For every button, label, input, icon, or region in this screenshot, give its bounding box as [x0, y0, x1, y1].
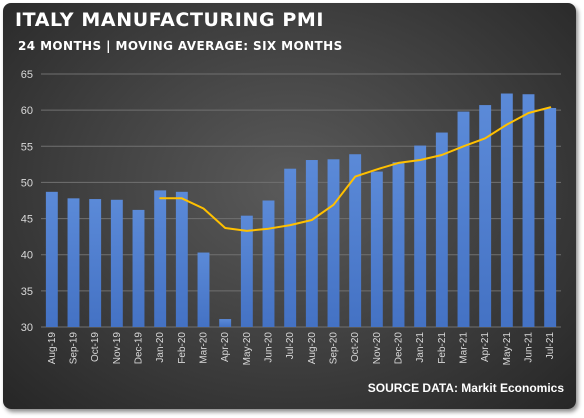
- x-tick-label: May-21: [502, 332, 513, 366]
- y-tick-label: 65: [21, 69, 33, 81]
- chart-title: ITALY MANUFACTURING PMI: [15, 9, 325, 31]
- bar-Apr-21: [479, 105, 492, 327]
- x-tick-label: Jan-20: [155, 332, 166, 363]
- bar-Mar-21: [457, 111, 470, 328]
- bar-Jul-20: [284, 168, 297, 327]
- source-note: SOURCE DATA: Markit Economics: [367, 381, 564, 395]
- x-tick-label: Mar-21: [459, 332, 470, 364]
- bar-Nov-19: [110, 199, 123, 327]
- pmi-chart: 30 35 40 45 50 55 60 65 Aug-19 Sep-19 Oct-19 Nov-1…: [21, 69, 561, 366]
- chart-subtitle: 24 MONTHS | MOVING AVERAGE: SIX MONTHS: [18, 39, 343, 53]
- gridlines: [41, 73, 561, 328]
- moving-average-path: [159, 106, 552, 232]
- bar-Apr-20: [219, 319, 232, 327]
- bar-Aug-19: [45, 191, 58, 327]
- x-tick-label: Jun-20: [264, 332, 275, 363]
- bar-Jun-21: [522, 94, 535, 328]
- x-tick-label: Nov-19: [112, 332, 123, 365]
- x-tick-label: Feb-20: [177, 332, 188, 364]
- y-tick-label: 35: [21, 286, 33, 298]
- x-tick-label: Apr-20: [220, 332, 231, 362]
- bar-Sep-19: [67, 198, 80, 327]
- bar-Jun-20: [262, 200, 275, 327]
- x-tick-label: Oct-20: [350, 332, 361, 362]
- bar-May-20: [240, 215, 253, 327]
- x-tick-label: Jun-21: [524, 332, 535, 363]
- y-axis-ticks: 30 35 40 45 50 55 60 65: [21, 69, 33, 334]
- x-tick-label: Feb-21: [437, 332, 448, 364]
- bar-Jan-20: [154, 190, 167, 327]
- moving-average-line: [159, 106, 552, 232]
- x-tick-label: Nov-20: [372, 332, 383, 365]
- bar-Feb-21: [435, 132, 448, 327]
- bar-Feb-20: [175, 191, 188, 327]
- x-tick-label: Aug-19: [47, 332, 58, 365]
- y-tick-label: 30: [21, 322, 33, 334]
- bar-Dec-20: [392, 162, 405, 327]
- x-tick-label: Aug-20: [307, 332, 318, 365]
- bar-Aug-20: [305, 160, 318, 327]
- x-tick-label: Dec-20: [394, 332, 405, 365]
- x-tick-label: Mar-20: [199, 332, 210, 364]
- y-tick-label: 45: [21, 214, 33, 226]
- y-tick-label: 40: [21, 250, 33, 262]
- bar-Sep-20: [327, 159, 340, 327]
- x-tick-label: Oct-19: [90, 332, 101, 362]
- x-tick-label: Sep-20: [329, 332, 340, 365]
- y-tick-label: 55: [21, 141, 33, 153]
- x-tick-label: Apr-21: [480, 332, 491, 362]
- bar-Mar-20: [197, 252, 210, 327]
- y-tick-label: 50: [21, 177, 33, 189]
- chart-frame: ITALY MANUFACTURING PMI 24 MONTHS | MOVI…: [3, 3, 576, 409]
- bar-Jul-21: [544, 107, 557, 327]
- bar-Jan-21: [414, 145, 427, 327]
- x-tick-label: Sep-19: [69, 332, 80, 365]
- x-tick-label: May-20: [242, 332, 253, 366]
- x-tick-label: Jul-20: [285, 332, 296, 360]
- x-tick-label: Dec-19: [134, 332, 145, 365]
- x-axis-ticks: Aug-19 Sep-19 Oct-19 Nov-19 Dec-19 Jan-20 Feb-…: [47, 332, 556, 366]
- bar-Dec-19: [132, 209, 145, 327]
- x-tick-label: Jan-21: [415, 332, 426, 363]
- y-tick-label: 60: [21, 105, 33, 117]
- x-tick-label: Jul-21: [545, 332, 556, 360]
- bar-Nov-20: [370, 171, 383, 327]
- bars: [45, 93, 557, 328]
- bar-Oct-19: [89, 199, 102, 327]
- bar-May-21: [500, 93, 513, 327]
- bar-Oct-20: [349, 154, 362, 327]
